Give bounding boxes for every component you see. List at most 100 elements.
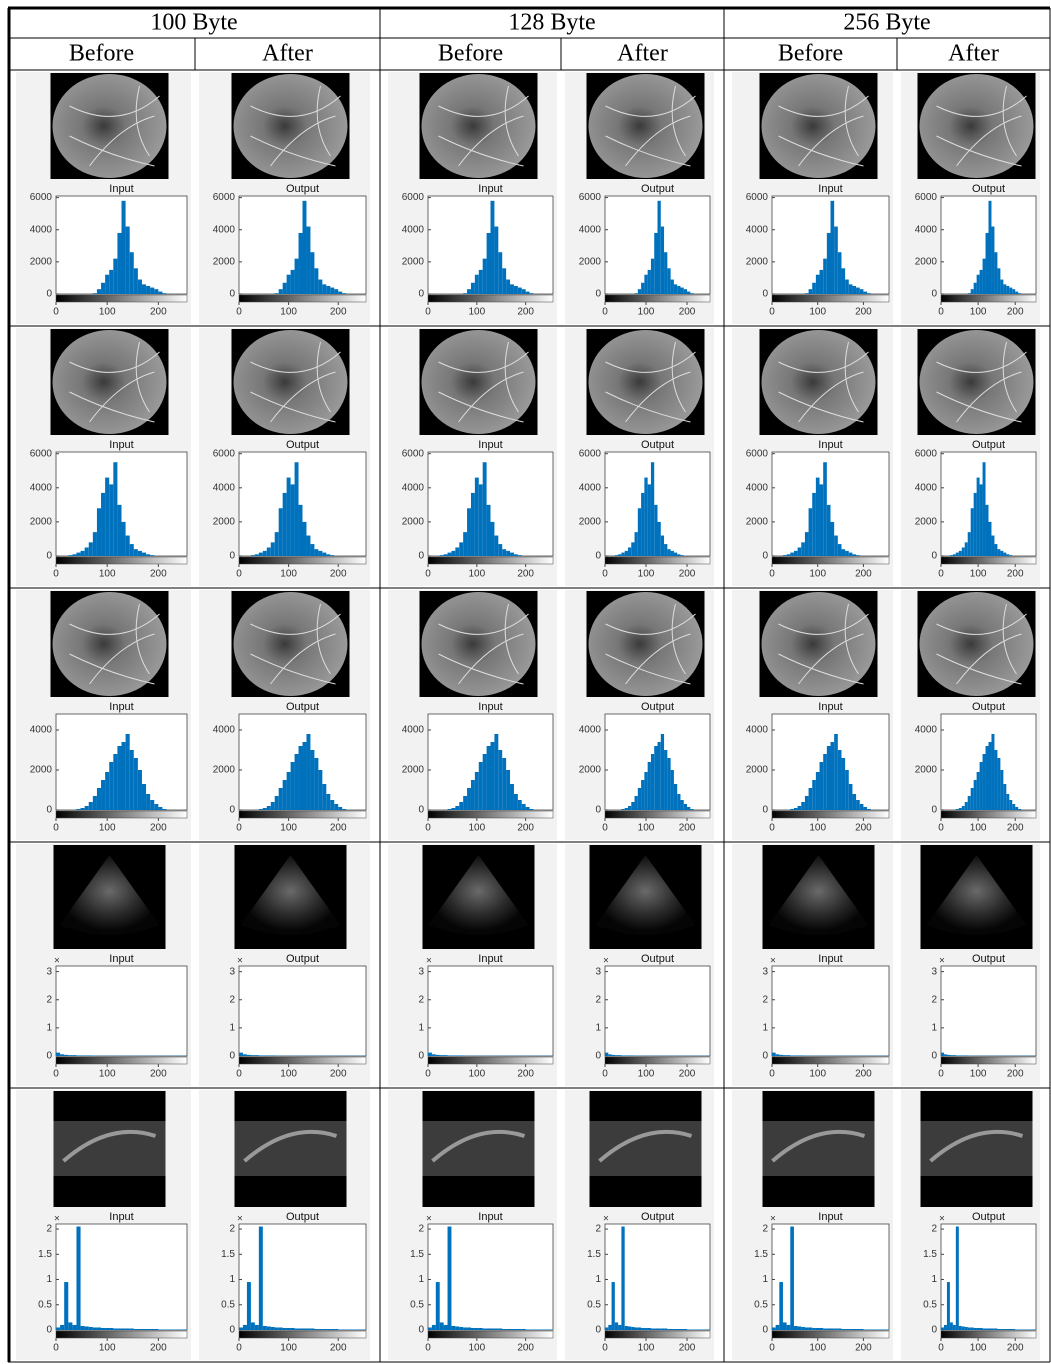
y-tick-label: 4000 [30, 725, 53, 736]
plot-title: Input [818, 183, 842, 195]
y-tick-label: 0 [418, 289, 424, 300]
histogram-bar [271, 542, 275, 556]
histogram-bar [330, 288, 334, 294]
histogram-bar [322, 1329, 326, 1330]
x-tick-label: 100 [638, 1343, 655, 1354]
histogram-bar [299, 505, 303, 556]
histogram-bar [1003, 553, 1006, 556]
histogram-bar [794, 551, 798, 556]
histogram-bar [997, 268, 1000, 294]
histogram-bar [994, 1328, 997, 1330]
histogram-bar [827, 1328, 831, 1330]
y-tick-label: 2 [931, 1224, 937, 1235]
histogram-bar [989, 742, 992, 810]
y-tick-label: 0 [418, 1325, 424, 1336]
x-tick-label: 0 [602, 1343, 608, 1354]
echo-band [590, 1121, 702, 1176]
histogram-bar [834, 734, 838, 810]
y-tick-label: 1.5 [587, 1249, 601, 1260]
x-tick-label: 200 [150, 569, 167, 580]
histogram-bar [860, 804, 864, 810]
histogram-bar [944, 1325, 947, 1330]
plot-title: Input [109, 439, 133, 451]
histogram-bar [1012, 1329, 1015, 1330]
histogram-bar [658, 522, 661, 556]
histogram-bar [1009, 1329, 1012, 1330]
histogram-bar [823, 462, 827, 556]
x-tick-label: 0 [769, 569, 775, 580]
histogram-bar [834, 1328, 838, 1330]
histogram-bar [514, 554, 518, 556]
histogram-bar [628, 806, 631, 810]
x-tick-label: 100 [280, 823, 297, 834]
histogram-bar [834, 227, 838, 294]
x-tick-label: 200 [330, 569, 347, 580]
histogram-bar [651, 1328, 654, 1330]
histogram-bar [291, 762, 295, 810]
y-tick-label: 2000 [213, 257, 236, 268]
y-tick-label: 2000 [30, 257, 53, 268]
histogram-bar [491, 201, 495, 294]
histogram-bar [816, 772, 820, 810]
histogram-bar [126, 227, 130, 294]
histogram-bar [530, 1329, 534, 1330]
histogram-bar [239, 1053, 243, 1056]
histogram-bar [117, 233, 121, 294]
histogram-bar [326, 286, 330, 294]
histogram-bar [962, 547, 965, 556]
colorbar [239, 295, 366, 302]
y-tick-label: 1.5 [410, 1249, 424, 1260]
histogram-bar [974, 493, 977, 556]
histogram-bar [483, 754, 487, 810]
x-tick-label: 100 [638, 823, 655, 834]
histogram-bar [428, 1327, 432, 1330]
histogram-bar [271, 1055, 275, 1056]
plot-title: Output [286, 1211, 319, 1223]
histogram-bar [612, 1282, 615, 1330]
x-tick-label: 200 [517, 569, 534, 580]
y-tick-label: 0 [46, 289, 52, 300]
histogram-bar [635, 1327, 638, 1330]
histogram-bar [959, 1055, 962, 1056]
histogram-bar [487, 505, 491, 556]
cell: Output02000400060000100200 [901, 72, 1040, 324]
histogram-bar [150, 800, 154, 810]
cell: Input×01230100200 [732, 844, 893, 1086]
histogram-bar [1018, 1329, 1021, 1330]
x-tick-label: 0 [938, 307, 944, 318]
histogram-bar [299, 233, 303, 294]
y-tick-label: 6000 [579, 448, 602, 459]
histogram-bar [60, 1325, 64, 1330]
cell: Output02000400060000100200 [901, 328, 1040, 586]
y-tick-label: 0 [931, 1051, 937, 1062]
colorbar [772, 557, 889, 564]
histogram-bar [475, 478, 479, 556]
histogram-bar [162, 1329, 166, 1330]
histogram-bar [687, 807, 690, 810]
histogram-bar [279, 788, 283, 810]
histogram-bar [827, 505, 831, 556]
plot-title: Input [109, 953, 133, 965]
colorbar [239, 557, 366, 564]
histogram-bar [113, 462, 117, 556]
x-tick-label: 0 [425, 1069, 431, 1080]
histogram-bar [175, 1329, 179, 1330]
histogram-bar [809, 788, 813, 810]
histogram-bar [974, 1328, 977, 1330]
histogram-bar [983, 259, 986, 294]
histogram-bar [991, 227, 994, 294]
histogram-bar [783, 555, 787, 556]
histogram-bar [158, 1329, 162, 1330]
histogram-bar [644, 772, 647, 810]
colorbar [941, 811, 1036, 818]
histogram-bar [146, 794, 150, 810]
y-tick-label: 0.5 [221, 1299, 235, 1310]
histogram-bar [338, 1329, 342, 1330]
y-tick-label: 2 [229, 1224, 235, 1235]
histogram-bar [812, 283, 816, 294]
histogram-bar [475, 275, 479, 294]
histogram-bar [475, 1328, 479, 1330]
histogram-bar [823, 1328, 827, 1330]
colorbar [941, 1057, 1036, 1064]
x-tick-label: 100 [809, 823, 826, 834]
